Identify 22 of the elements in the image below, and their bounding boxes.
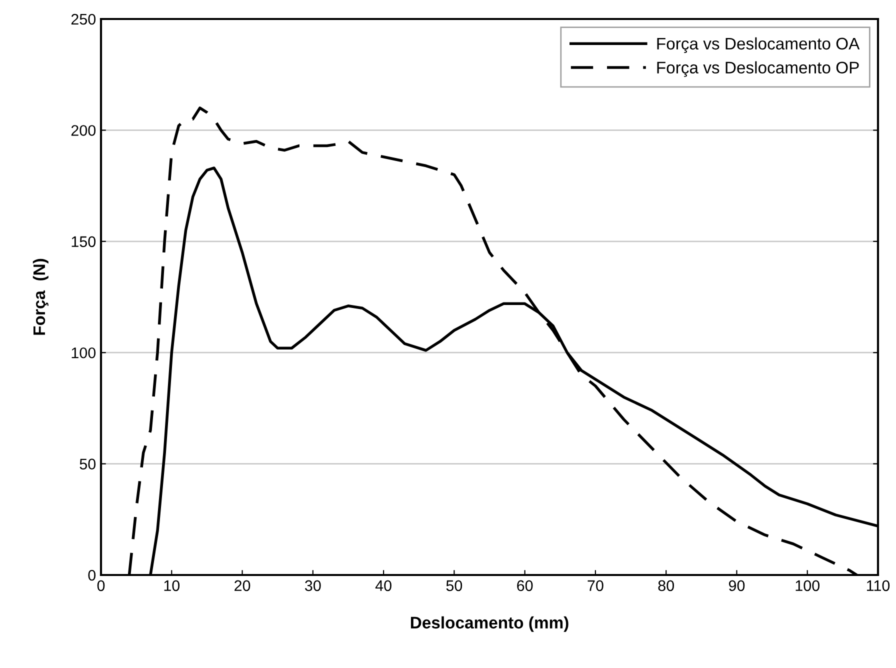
y-tick-label: 250	[71, 14, 96, 25]
x-tick-label: 0	[97, 580, 105, 592]
x-tick-label: 30	[304, 580, 321, 592]
x-tick-label: 80	[658, 580, 674, 592]
y-tick-label: 200	[71, 125, 96, 136]
x-tick-label: 70	[588, 580, 604, 592]
x-tick-label: 20	[234, 580, 250, 592]
y-tick-label: 150	[72, 236, 96, 248]
x-tick-label: 100	[796, 580, 820, 592]
x-tick-label: 110	[866, 580, 890, 592]
legend-label: Força vs Deslocamento OA	[657, 37, 860, 53]
legend-label: Força vs Deslocamento OP	[657, 61, 859, 77]
x-tick-label: 40	[375, 580, 392, 592]
y-tick-label: 50	[80, 458, 96, 470]
y-tick-label: 100	[72, 347, 96, 358]
x-axis-title: Deslocamento (mm)	[410, 616, 568, 632]
x-tick-label: 90	[728, 580, 745, 592]
x-tick-label: 60	[517, 580, 533, 592]
x-tick-label: 50	[446, 580, 462, 592]
y-tick-label: 0	[88, 570, 96, 581]
x-tick-label: 10	[164, 580, 180, 592]
y-axis-title: Força (N)	[32, 258, 48, 335]
